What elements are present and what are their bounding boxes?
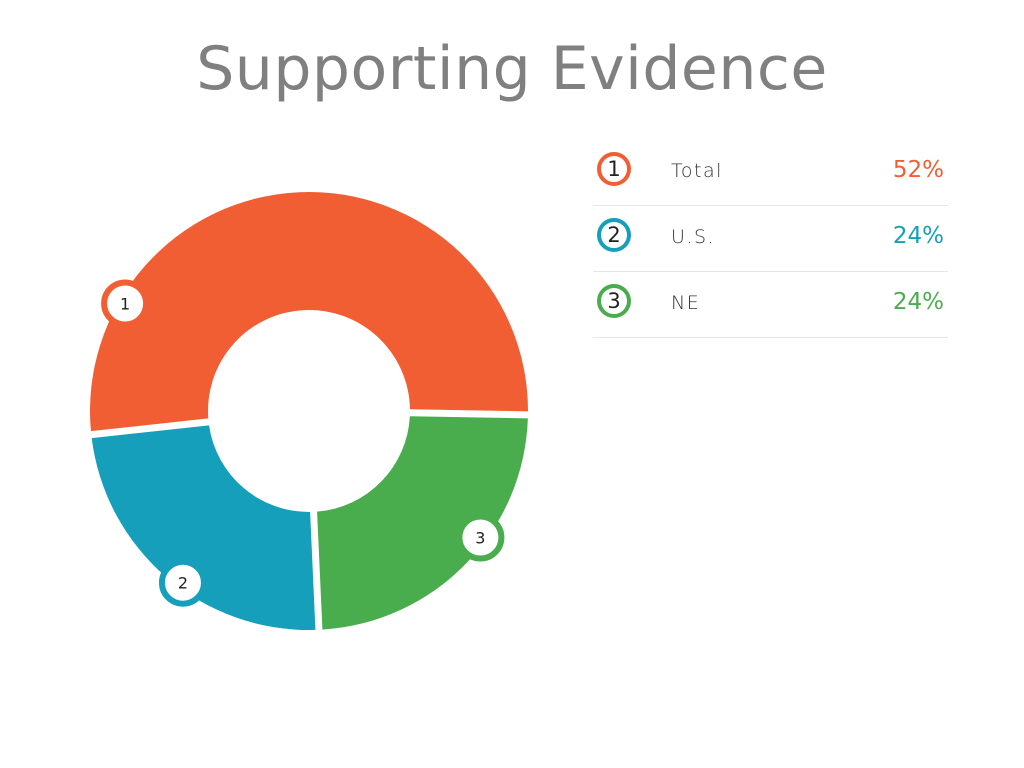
- chart-legend: 1 Total 52% 2 U.S. 24% 3 NE 24%: [593, 140, 948, 338]
- legend-item: 1 Total 52%: [593, 140, 948, 206]
- slice-badge-number-1: 1: [120, 295, 130, 314]
- legend-label: U.S.: [671, 226, 716, 248]
- slice-badge-2: 2: [158, 558, 207, 607]
- slice-badge-number-2: 2: [178, 574, 188, 593]
- legend-value: 52%: [892, 157, 944, 183]
- slice-3: [317, 416, 528, 630]
- chart-title: Supporting Evidence: [196, 34, 828, 104]
- slice-badge-number-3: 3: [475, 528, 485, 547]
- slice-1: [89, 191, 528, 432]
- slice-badge-1: 1: [101, 279, 150, 328]
- slice-badge-ring-2: [158, 558, 207, 607]
- slice-2: [91, 425, 316, 630]
- slice-badge-3: 3: [456, 513, 505, 562]
- legend-number-badge: 3: [597, 284, 631, 318]
- donut-chart: 1 2 3: [89, 191, 528, 630]
- legend-label: NE: [671, 292, 701, 314]
- legend-label: Total: [671, 160, 723, 182]
- legend-item: 2 U.S. 24%: [593, 206, 948, 272]
- slice-badge-ring-3: [456, 513, 505, 562]
- legend-number-badge: 1: [597, 152, 631, 186]
- legend-value: 24%: [892, 223, 944, 249]
- slice-badge-ring-1: [101, 279, 150, 328]
- legend-item: 3 NE 24%: [593, 272, 948, 338]
- legend-value: 24%: [892, 289, 944, 315]
- legend-number-badge: 2: [597, 218, 631, 252]
